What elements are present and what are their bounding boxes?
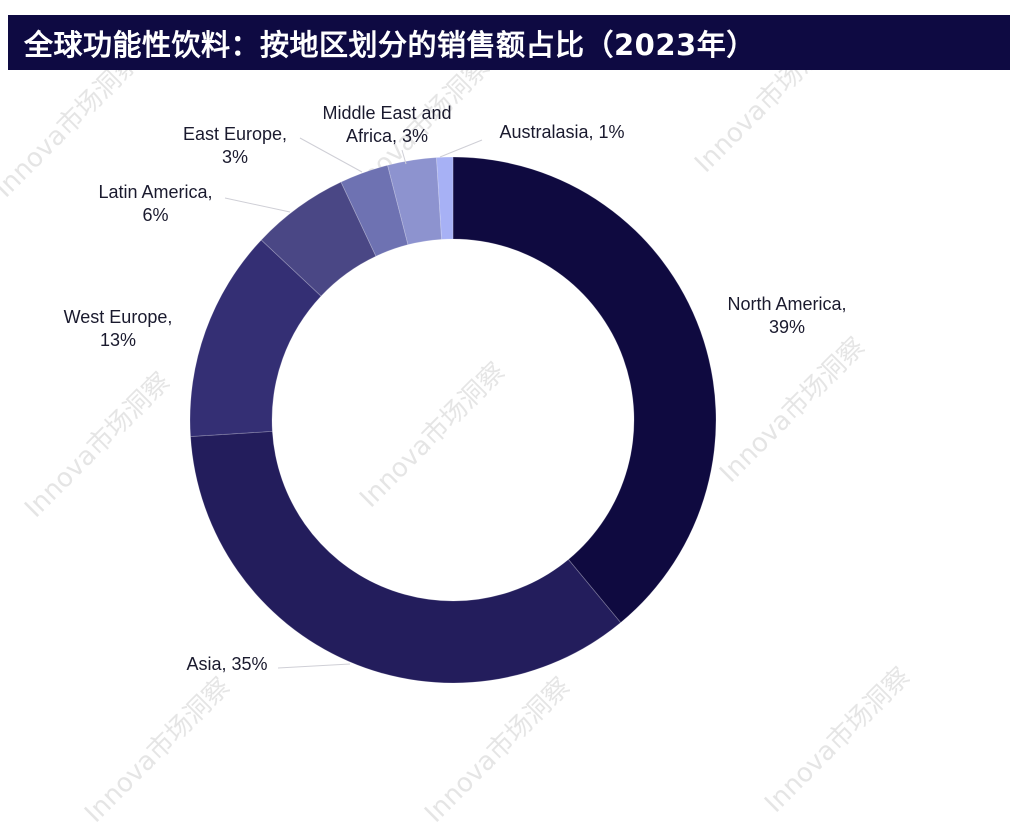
label-text: East Europe, bbox=[182, 124, 288, 144]
label-east-europe: East Europe, 3% bbox=[170, 123, 300, 169]
chart-title: 全球功能性饮料：按地区划分的销售额占比（2023年） bbox=[24, 27, 756, 62]
label-text: Australasia, 1% bbox=[499, 122, 625, 142]
label-australasia: Australasia, 1% bbox=[482, 121, 642, 144]
slice-east-europe bbox=[340, 164, 409, 257]
label-value: 6% bbox=[142, 205, 169, 225]
title-bar: 全球功能性饮料：按地区划分的销售额占比（2023年） bbox=[8, 15, 1010, 70]
label-west-europe: West Europe, 13% bbox=[48, 306, 188, 352]
label-value: 3% bbox=[221, 147, 248, 167]
leader-line-mea bbox=[401, 149, 407, 165]
label-text: Middle East and bbox=[322, 103, 452, 123]
donut-chart bbox=[189, 137, 717, 684]
label-text: North America, bbox=[727, 294, 847, 314]
label-north-america: North America, 39% bbox=[712, 293, 862, 339]
slice-asia bbox=[190, 430, 622, 684]
label-asia: Asia, 35% bbox=[172, 653, 282, 676]
label-mea: Middle East and Africa, 3% bbox=[306, 102, 468, 148]
leader-line-latin-america bbox=[224, 197, 291, 213]
label-text: Latin America, bbox=[98, 182, 213, 202]
label-text: Asia, 35% bbox=[186, 654, 268, 674]
label-value: 39% bbox=[768, 317, 806, 337]
leader-line-asia bbox=[277, 663, 351, 669]
label-text: West Europe, bbox=[63, 307, 173, 327]
leader-line-australasia bbox=[439, 139, 483, 158]
slice-australasia bbox=[436, 156, 454, 240]
donut-slices bbox=[189, 156, 717, 684]
leader-line-east-europe bbox=[299, 137, 363, 173]
label-latin-america: Latin America, 6% bbox=[83, 181, 228, 227]
label-value: 13% bbox=[99, 330, 137, 350]
label-value: Africa, 3% bbox=[345, 126, 429, 146]
slice-west-europe bbox=[189, 239, 322, 437]
slice-north-america bbox=[452, 156, 717, 624]
leader-lines bbox=[224, 137, 483, 669]
